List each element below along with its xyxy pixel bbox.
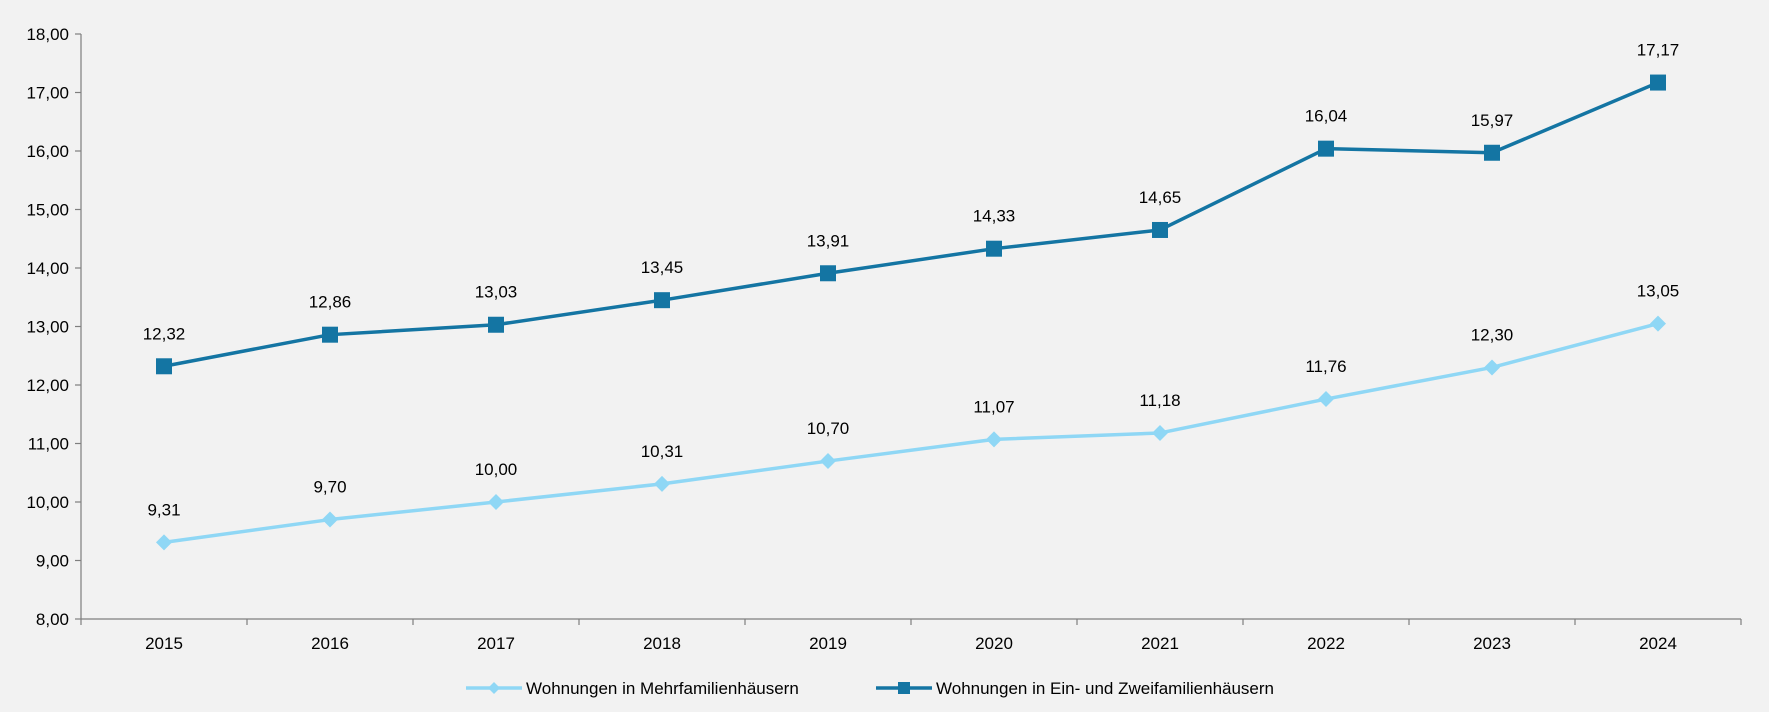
- y-tick-label: 17,00: [26, 84, 69, 103]
- x-tick-label: 2020: [975, 634, 1013, 653]
- data-label: 13,05: [1637, 282, 1680, 301]
- series-2: [156, 74, 1666, 375]
- data-point: [1484, 144, 1500, 161]
- data-point: [986, 240, 1002, 257]
- y-tick-label: 8,00: [36, 610, 69, 629]
- data-label: 15,97: [1471, 111, 1514, 130]
- data-point: [322, 326, 338, 343]
- y-tick-label: 9,00: [36, 552, 69, 571]
- y-tick-label: 15,00: [26, 201, 69, 220]
- legend-item-1: Wohnungen in Mehrfamilienhäusern: [466, 679, 799, 698]
- x-tick-label: 2023: [1473, 634, 1511, 653]
- y-tick-label: 16,00: [26, 142, 69, 161]
- data-point: [322, 511, 338, 528]
- data-point: [1650, 315, 1666, 332]
- legend-marker: [488, 682, 500, 694]
- data-point: [986, 431, 1002, 448]
- data-label: 12,86: [309, 293, 352, 312]
- series-line: [163, 80, 1659, 368]
- data-label: 12,32: [143, 324, 186, 343]
- legend-label: Wohnungen in Ein- und Zweifamilienhäuser…: [936, 679, 1274, 698]
- x-tick-label: 2019: [809, 634, 847, 653]
- legend-marker: [898, 682, 910, 694]
- data-label: 14,65: [1139, 188, 1182, 207]
- y-tick-label: 13,00: [26, 318, 69, 337]
- data-point: [156, 358, 172, 375]
- data-label: 14,33: [973, 207, 1016, 226]
- legend-label: Wohnungen in Mehrfamilienhäusern: [526, 679, 799, 698]
- data-label: 13,91: [807, 231, 850, 250]
- data-label: 10,00: [475, 460, 518, 479]
- data-point: [820, 265, 836, 282]
- x-tick-label: 2022: [1307, 634, 1345, 653]
- y-tick-label: 12,00: [26, 376, 69, 395]
- data-point: [488, 494, 504, 510]
- data-point: [654, 292, 670, 309]
- x-tick-label: 2015: [145, 634, 183, 653]
- data-point: [1318, 391, 1334, 408]
- x-tick-label: 2021: [1141, 634, 1179, 653]
- x-tick-label: 2016: [311, 634, 349, 653]
- series-1: [156, 315, 1666, 551]
- data-label: 10,31: [641, 442, 684, 461]
- data-point: [1484, 359, 1500, 376]
- data-label: 11,18: [1139, 391, 1180, 410]
- data-label: 10,70: [807, 419, 850, 438]
- data-label: 9,31: [147, 500, 180, 519]
- y-tick-label: 14,00: [26, 259, 69, 278]
- data-label: 17,17: [1637, 41, 1680, 60]
- data-label: 11,07: [973, 397, 1014, 416]
- data-label: 13,03: [475, 283, 518, 302]
- x-tick-label: 2018: [643, 634, 681, 653]
- data-label: 9,70: [313, 478, 346, 497]
- y-tick-label: 18,00: [26, 25, 69, 44]
- data-point: [156, 534, 172, 551]
- x-tick-label: 2024: [1639, 634, 1677, 653]
- data-label: 13,45: [641, 258, 684, 277]
- y-tick-label: 11,00: [28, 435, 69, 454]
- legend-item-2: Wohnungen in Ein- und Zweifamilienhäuser…: [876, 679, 1274, 698]
- data-point: [1152, 221, 1168, 238]
- data-point: [1318, 140, 1334, 157]
- y-tick-label: 10,00: [26, 493, 69, 512]
- series-line: [163, 321, 1659, 545]
- data-point: [1152, 424, 1168, 441]
- x-tick-label: 2017: [477, 634, 515, 653]
- data-point: [654, 475, 670, 492]
- data-label: 12,30: [1471, 325, 1514, 344]
- data-label: 16,04: [1305, 107, 1348, 126]
- data-point: [820, 453, 836, 470]
- data-label: 11,76: [1305, 357, 1346, 376]
- data-point: [488, 316, 504, 333]
- data-point: [1650, 74, 1666, 91]
